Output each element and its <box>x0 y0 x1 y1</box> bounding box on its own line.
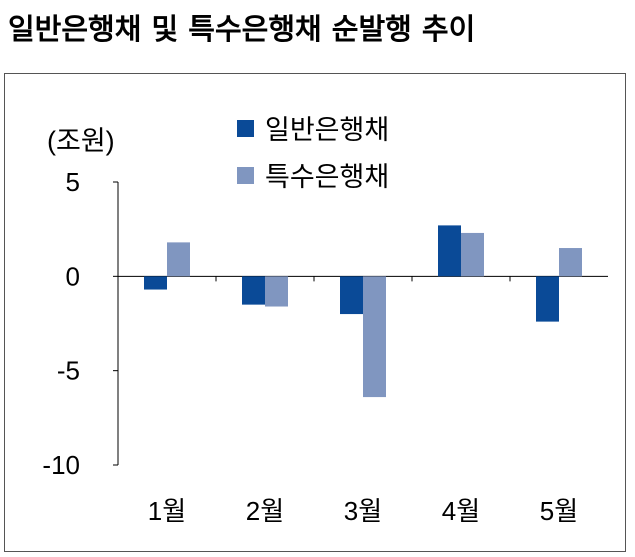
x-tick-label: 2월 <box>246 496 284 526</box>
x-tick-label: 4월 <box>442 496 480 526</box>
bar-general-1 <box>144 276 167 290</box>
bar-special-5 <box>559 248 582 277</box>
bar-special-4 <box>461 232 484 277</box>
legend-label-1: 일반은행채 <box>265 115 389 145</box>
legend-swatch-2 <box>237 167 254 184</box>
x-tick-label: 3월 <box>344 496 382 526</box>
bar-general-3 <box>340 276 363 315</box>
y-tick-label: 0 <box>66 261 80 291</box>
bar-special-1 <box>167 242 190 277</box>
y-tick-label: -5 <box>57 356 80 386</box>
y-tick-label: -10 <box>42 450 80 480</box>
labels-layer: 5 0 -5 -10 (조원) 1월 2월 3월 4월 5월 <box>42 126 578 526</box>
bar-general-5 <box>536 276 559 322</box>
bars-layer <box>144 225 582 398</box>
chart-frame <box>4 73 626 552</box>
axes-layer <box>113 181 608 466</box>
unit-label: (조원) <box>47 126 115 156</box>
bar-special-2 <box>265 276 288 307</box>
chart-title: 일반은행채 및 특수은행채 순발행 추이 <box>8 12 476 46</box>
x-tick-label: 1월 <box>148 496 186 526</box>
bar-special-3 <box>363 276 386 398</box>
legend-label-2: 특수은행채 <box>265 162 389 192</box>
bar-general-2 <box>242 276 265 305</box>
legend-swatch-1 <box>237 120 254 137</box>
y-tick-label: 5 <box>66 167 80 197</box>
x-tick-label: 5월 <box>540 496 578 526</box>
bar-general-4 <box>438 225 461 277</box>
